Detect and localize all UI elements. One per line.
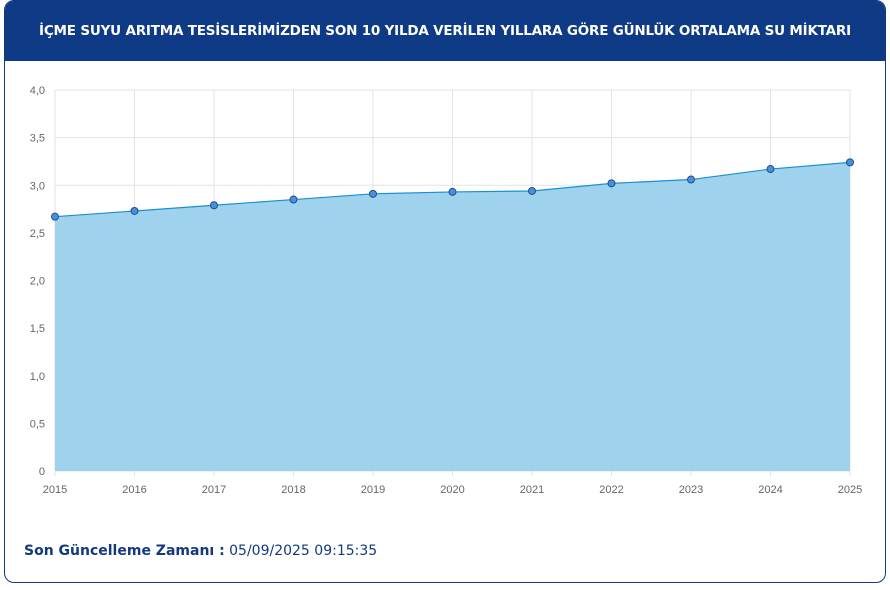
x-tick-label: 2020 bbox=[440, 484, 464, 496]
data-point bbox=[846, 158, 854, 167]
x-tick-label: 2016 bbox=[122, 484, 146, 496]
data-point bbox=[528, 186, 536, 195]
x-tick-label: 2024 bbox=[758, 484, 782, 496]
y-tick-label: 0,5 bbox=[30, 418, 45, 430]
data-point bbox=[130, 206, 139, 215]
x-tick-label: 2017 bbox=[202, 484, 226, 496]
last-updated: Son Güncelleme Zamanı : 05/09/2025 09:15… bbox=[24, 543, 377, 559]
y-tick-label: 1,0 bbox=[30, 371, 45, 383]
x-tick-label: 2025 bbox=[838, 484, 862, 496]
data-point bbox=[210, 201, 218, 210]
data-point bbox=[448, 187, 457, 196]
data-point bbox=[289, 195, 298, 204]
data-point bbox=[687, 175, 695, 184]
data-point bbox=[51, 212, 59, 221]
data-point bbox=[369, 189, 377, 198]
y-tick-label: 4,0 bbox=[30, 85, 45, 97]
x-tick-label: 2023 bbox=[679, 484, 703, 496]
x-tick-label: 2018 bbox=[281, 484, 305, 496]
x-tick-label: 2019 bbox=[361, 484, 385, 496]
data-point bbox=[607, 179, 616, 188]
x-tick-label: 2015 bbox=[43, 484, 67, 496]
y-tick-label: 2,5 bbox=[30, 228, 45, 240]
x-tick-label: 2022 bbox=[599, 484, 623, 496]
last-updated-label: Son Güncelleme Zamanı : bbox=[24, 543, 225, 559]
chart-card: İÇME SUYU ARITMA TESİSLERİMİZDEN SON 10 … bbox=[4, 0, 886, 583]
y-tick-label: 1,5 bbox=[30, 323, 45, 335]
y-tick-label: 3,5 bbox=[30, 133, 45, 145]
data-point bbox=[766, 165, 775, 174]
last-updated-value: 05/09/2025 09:15:35 bbox=[229, 543, 378, 559]
area-fill bbox=[55, 162, 850, 471]
y-tick-label: 2,0 bbox=[30, 276, 45, 288]
y-tick-label: 0 bbox=[39, 466, 45, 478]
x-tick-label: 2021 bbox=[520, 484, 544, 496]
y-tick-label: 3,0 bbox=[30, 180, 45, 192]
chart-title: İÇME SUYU ARITMA TESİSLERİMİZDEN SON 10 … bbox=[5, 1, 885, 61]
